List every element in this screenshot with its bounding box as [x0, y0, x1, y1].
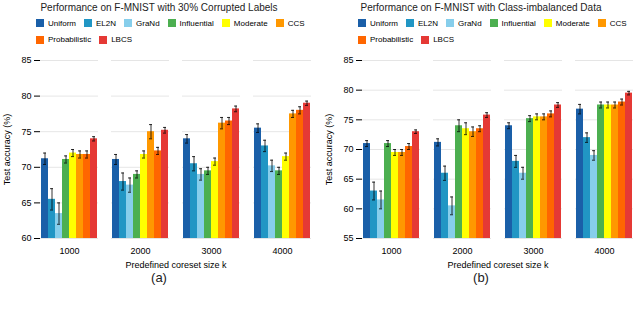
html-text:Probabilistic: Probabilistic	[370, 35, 414, 45]
html-text:EL2N: EL2N	[418, 18, 438, 28]
svg-text:75: 75	[343, 115, 353, 125]
html-text:EL2N: EL2N	[96, 18, 116, 28]
svg-text:80: 80	[21, 91, 31, 101]
html-text:Influential: Influential	[179, 18, 214, 28]
html-text:CCS: CCS	[609, 18, 627, 28]
html-text:CCS: CCS	[287, 18, 305, 28]
html-text:GraNd: GraNd	[458, 18, 482, 28]
svg-text:Predefined coreset size k: Predefined coreset size k	[447, 260, 549, 270]
svg-text:2000: 2000	[452, 246, 472, 256]
html-text:(a): (a)	[151, 270, 167, 285]
html-text:Probabilistic: Probabilistic	[48, 35, 92, 45]
svg-text:70: 70	[343, 144, 353, 154]
svg-text:75: 75	[21, 127, 31, 137]
svg-text:3000: 3000	[201, 246, 221, 256]
svg-text:65: 65	[21, 198, 31, 208]
svg-text:3000: 3000	[523, 246, 543, 256]
svg-text:65: 65	[343, 174, 353, 184]
svg-text:2000: 2000	[130, 246, 150, 256]
html-text:Uniform: Uniform	[370, 18, 398, 28]
html-text:Moderate: Moderate	[555, 18, 590, 28]
svg-text:4000: 4000	[272, 246, 292, 256]
html-text:Performance on F-MNIST with Cl: Performance on F-MNIST with Class-imbala…	[360, 2, 602, 13]
svg-text:1000: 1000	[381, 246, 401, 256]
html-text:GraNd: GraNd	[136, 18, 160, 28]
svg-text:80: 80	[343, 85, 353, 95]
html-text:(b): (b)	[473, 270, 489, 285]
svg-text:Test accuracy (%): Test accuracy (%)	[324, 114, 334, 186]
svg-text:4000: 4000	[594, 246, 614, 256]
svg-text:60: 60	[343, 204, 353, 214]
svg-text:85: 85	[21, 55, 31, 65]
svg-text:60: 60	[21, 233, 31, 243]
html-text:Influential: Influential	[501, 18, 536, 28]
svg-text:1000: 1000	[59, 246, 79, 256]
html-text:LBCS: LBCS	[111, 35, 132, 45]
html-text:Performance on F-MNIST with 30: Performance on F-MNIST with 30% Corrupte…	[40, 2, 278, 13]
html-text:Moderate: Moderate	[233, 18, 268, 28]
svg-text:85: 85	[343, 55, 353, 65]
html-text:LBCS: LBCS	[433, 35, 454, 45]
html-text:Uniform: Uniform	[48, 18, 76, 28]
svg-text:Predefined coreset size k: Predefined coreset size k	[125, 260, 227, 270]
svg-text:55: 55	[343, 233, 353, 243]
svg-text:70: 70	[21, 162, 31, 172]
svg-text:Test accuracy (%): Test accuracy (%)	[2, 114, 12, 186]
